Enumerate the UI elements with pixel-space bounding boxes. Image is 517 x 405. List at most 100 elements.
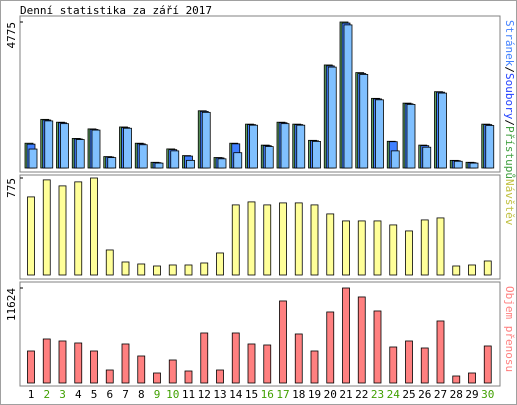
bar: [310, 350, 319, 384]
bar: [468, 264, 476, 276]
bar: [373, 220, 382, 276]
bar: [483, 345, 492, 384]
bar: [75, 139, 85, 169]
x-tick-label: 9: [154, 388, 161, 401]
legend-separator: /: [503, 119, 516, 126]
bar: [312, 140, 321, 169]
bar: [105, 369, 114, 384]
y-tick-label: 11624: [5, 288, 18, 321]
bar: [390, 150, 400, 169]
bar: [405, 230, 413, 276]
x-tick-label: 25: [402, 388, 415, 401]
bar: [420, 347, 429, 384]
bar: [201, 111, 211, 169]
x-tick-label: 1: [28, 388, 35, 401]
x-tick-label: 12: [198, 388, 211, 401]
bar: [405, 340, 413, 384]
bar: [153, 372, 161, 384]
bar: [357, 220, 366, 276]
bar: [342, 287, 350, 384]
bar: [74, 181, 83, 276]
bar: [186, 159, 195, 169]
x-tick-label: 4: [75, 388, 82, 401]
bar: [200, 262, 209, 276]
bar: [153, 265, 161, 276]
bar: [28, 148, 38, 169]
bar: [342, 220, 350, 276]
legend-entry: Přístupů: [503, 126, 516, 179]
x-tick-label: 18: [292, 388, 305, 401]
bar: [154, 162, 164, 169]
panel: [19, 174, 501, 280]
bar: [27, 350, 35, 384]
legend: Návštěv: [503, 179, 516, 226]
x-tick-label: 13: [213, 388, 226, 401]
legend-separator: /: [503, 66, 516, 73]
bar: [359, 74, 369, 169]
bar: [279, 202, 287, 276]
y-tick-label: 4775: [5, 22, 18, 49]
bar: [123, 127, 132, 169]
x-tick-label: 22: [355, 388, 368, 401]
bar: [58, 185, 67, 276]
bar: [279, 300, 287, 384]
x-tick-label: 20: [324, 388, 337, 401]
bar: [216, 369, 224, 384]
bar: [90, 177, 98, 276]
bar: [326, 311, 335, 384]
bar: [310, 204, 319, 276]
y-tick-label: 775: [5, 178, 18, 198]
x-tick-label: 27: [434, 388, 447, 401]
bar: [294, 202, 303, 276]
bar: [200, 332, 209, 384]
bar: [389, 346, 398, 384]
x-tick-label: 17: [276, 388, 289, 401]
bar: [249, 124, 258, 169]
bar: [453, 160, 463, 169]
bar: [375, 99, 384, 169]
bar: [406, 104, 416, 169]
legend-entry: Objem přenosu: [503, 286, 516, 372]
bar: [44, 120, 54, 169]
x-tick-label: 5: [91, 388, 98, 401]
bar: [420, 219, 429, 276]
bar: [58, 340, 67, 384]
bar: [27, 196, 35, 276]
legend-entry: Návštěv: [503, 179, 516, 226]
bar: [233, 152, 243, 169]
bar: [105, 249, 114, 276]
bar: [247, 201, 256, 276]
bar: [168, 264, 177, 276]
bar: [121, 261, 130, 276]
x-tick-label: 2: [43, 388, 50, 401]
bar: [326, 213, 335, 276]
x-tick-label: 29: [465, 388, 478, 401]
legend-entry: Stránek: [503, 20, 516, 67]
x-tick-label: 26: [418, 388, 431, 401]
bar: [184, 264, 193, 276]
x-tick-label: 21: [339, 388, 352, 401]
bar: [137, 355, 146, 384]
bar: [231, 204, 240, 276]
bar: [357, 296, 366, 384]
bar: [452, 375, 461, 384]
bar: [90, 350, 98, 384]
bar: [263, 204, 272, 276]
bar: [170, 150, 180, 169]
x-tick-label: 28: [450, 388, 463, 401]
bar: [327, 66, 337, 169]
x-tick-label: 11: [182, 388, 195, 401]
bar: [483, 260, 492, 276]
bar: [91, 129, 101, 169]
x-tick-label: 3: [59, 388, 66, 401]
bar: [389, 224, 398, 276]
bar: [168, 359, 177, 384]
bar: [343, 24, 353, 169]
x-tick-label: 14: [229, 388, 243, 401]
bar: [280, 123, 290, 169]
bar: [247, 343, 256, 384]
bar: [217, 158, 227, 169]
bar: [436, 320, 445, 384]
x-tick-label: 7: [122, 388, 129, 401]
